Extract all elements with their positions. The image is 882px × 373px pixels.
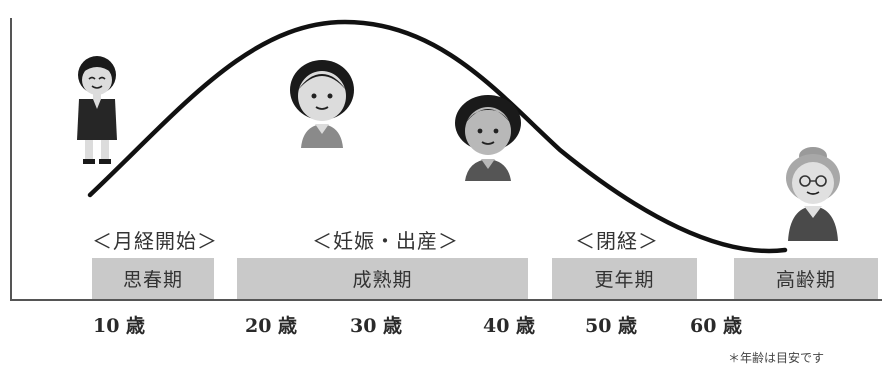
- age-30: 30 歳: [350, 315, 403, 337]
- footnote: ＊年齢は目安です: [728, 351, 825, 365]
- stage-menopause: 更年期: [552, 258, 697, 299]
- age-20: 20 歳: [245, 315, 298, 337]
- age-40: 40 歳: [483, 315, 536, 337]
- event-menopause: ＜閉経＞: [575, 229, 659, 253]
- stage-maturity: 成熟期: [237, 258, 528, 299]
- stage-senior: 高齢期: [734, 258, 878, 299]
- elderly-woman-icon: [786, 147, 840, 241]
- event-menarche: ＜月経開始＞: [92, 229, 218, 253]
- curve-line: [87, 19, 788, 254]
- y-axis: [10, 18, 12, 300]
- x-axis: [10, 299, 882, 301]
- age-50: 50 歳: [585, 315, 638, 337]
- age-10: 10 歳: [93, 315, 146, 337]
- stage-puberty: 思春期: [92, 258, 214, 299]
- young-woman-icon: [290, 60, 354, 148]
- middle-aged-woman-icon: [455, 95, 521, 181]
- age-60: 60 歳: [690, 315, 743, 337]
- schoolgirl-icon: [77, 56, 117, 164]
- event-pregnancy: ＜妊娠・出産＞: [312, 229, 459, 253]
